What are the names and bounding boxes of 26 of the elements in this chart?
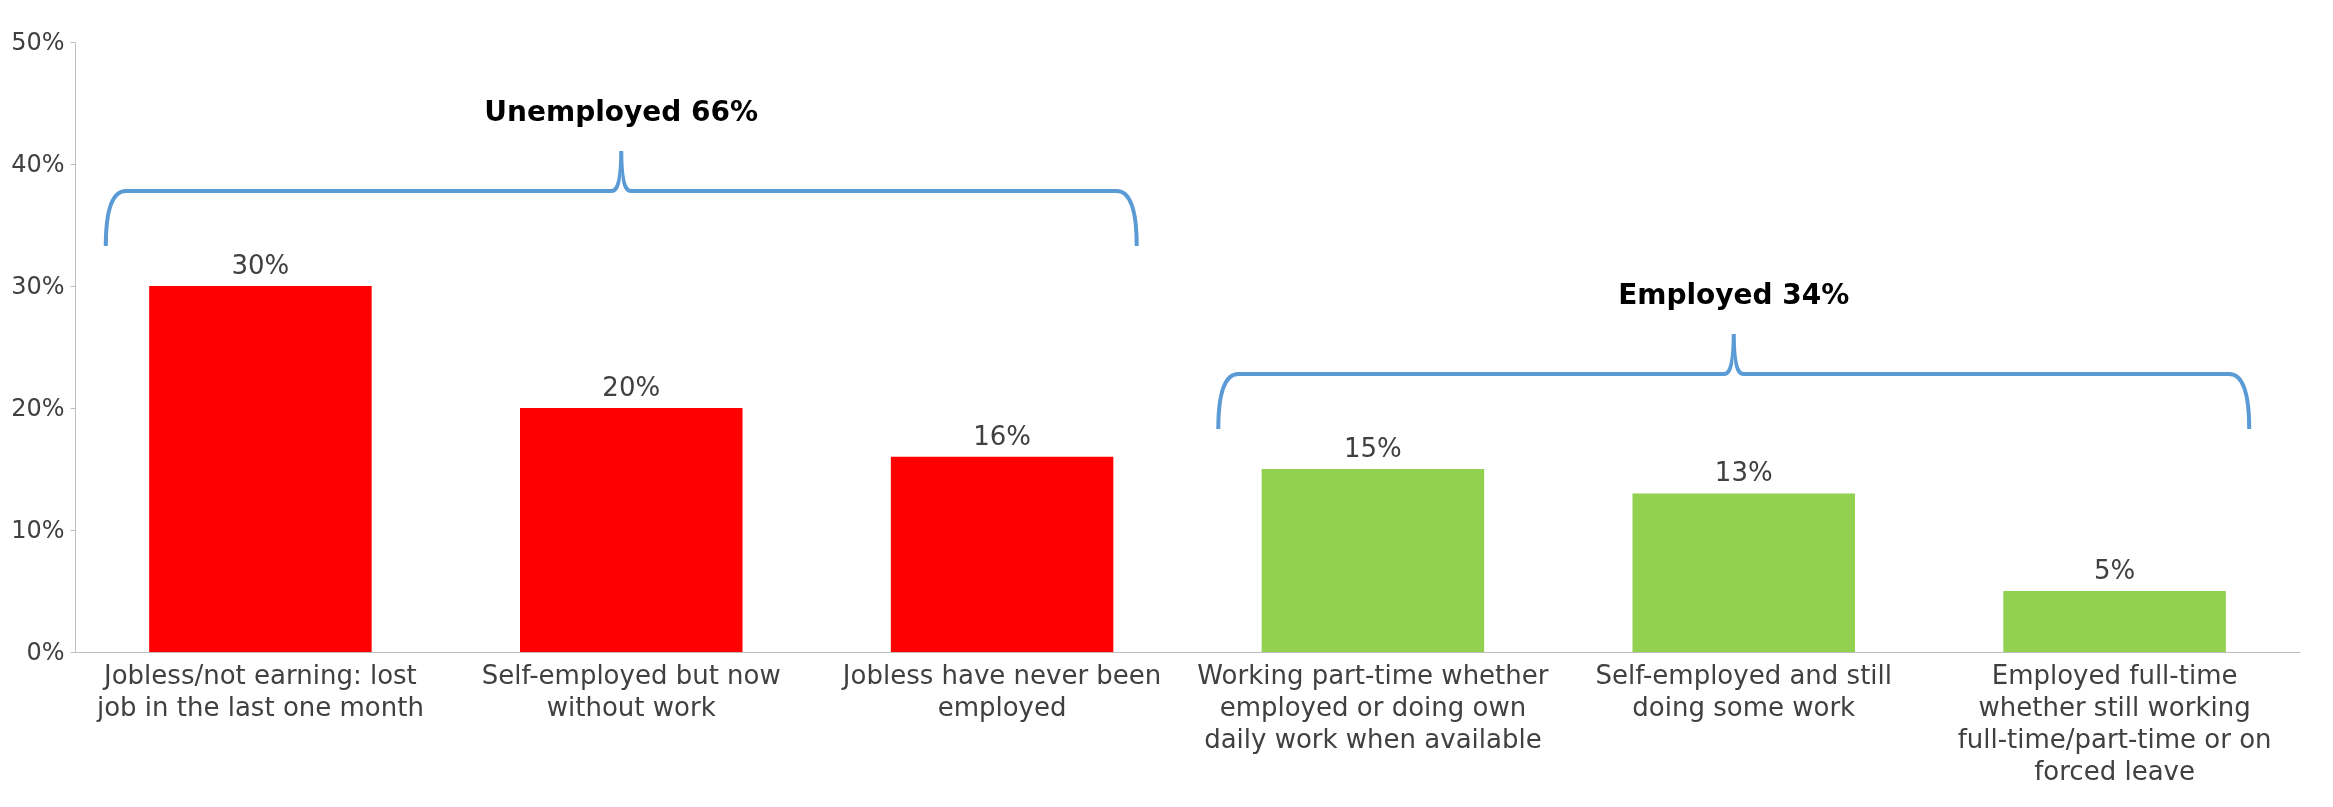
y-tick-label: 10% (11, 515, 65, 544)
y-tick-label: 0% (26, 637, 65, 666)
x-tick-label: Self-employed and still doing some work (1595, 659, 1893, 722)
x-tick-label: Working part-time whether employed or doing own daily work when available (1197, 659, 1549, 754)
data-label: 5% (2093, 555, 2136, 585)
x-tick-label: Employed full-time whether still working full-time/part-time or on forced leave (1957, 659, 2272, 786)
bar (1261, 469, 1485, 652)
y-tick-label: 20% (11, 393, 65, 422)
bar (149, 286, 372, 652)
annotation: Unemployed 66% (484, 95, 759, 128)
bar (520, 408, 743, 652)
data-label: 15% (1344, 433, 1402, 463)
bar (890, 456, 1114, 652)
x-tick-label: Jobless/not earning: lost job in the last one month (95, 659, 424, 722)
annotation: Employed 34% (1618, 278, 1850, 311)
data-label: 16% (973, 420, 1031, 451)
data-label: 30% (231, 250, 290, 280)
bar (2003, 591, 2226, 652)
data-label: 20% (602, 372, 661, 402)
x-tick-label: Self-employed but now without work (481, 659, 781, 722)
y-tick-label: 40% (11, 149, 65, 178)
x-tick-label: Jobless have never been employed (840, 659, 1162, 722)
data-label: 13% (1714, 457, 1773, 488)
y-tick-label: 50% (11, 27, 65, 56)
bar (1632, 493, 1855, 652)
y-tick-label: 30% (11, 271, 65, 300)
